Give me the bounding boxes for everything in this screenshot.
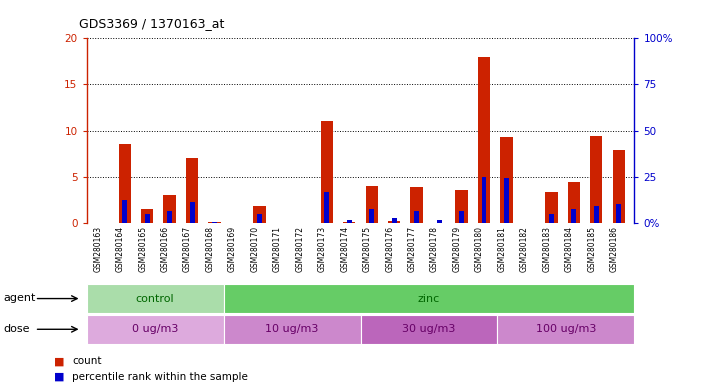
Text: GSM280175: GSM280175 <box>363 226 372 272</box>
Bar <box>186 158 198 223</box>
Bar <box>369 209 374 223</box>
Bar <box>167 211 172 223</box>
Bar <box>456 190 468 223</box>
Text: ■: ■ <box>54 356 65 366</box>
Text: GSM280183: GSM280183 <box>542 226 552 272</box>
Text: ■: ■ <box>54 372 65 382</box>
Text: GSM280172: GSM280172 <box>296 226 304 272</box>
Text: GSM280178: GSM280178 <box>430 226 439 272</box>
Bar <box>545 192 557 223</box>
Text: 0 ug/m3: 0 ug/m3 <box>132 324 178 334</box>
Bar <box>118 144 131 223</box>
Bar <box>414 211 419 223</box>
Bar <box>388 221 400 223</box>
Text: percentile rank within the sample: percentile rank within the sample <box>72 372 248 382</box>
Bar <box>459 211 464 223</box>
Bar <box>343 222 355 223</box>
Text: GDS3369 / 1370163_at: GDS3369 / 1370163_at <box>79 17 225 30</box>
Text: GSM280166: GSM280166 <box>161 226 169 272</box>
Text: GSM280185: GSM280185 <box>588 226 596 272</box>
Text: GSM280165: GSM280165 <box>138 226 147 272</box>
Bar <box>321 121 333 223</box>
Bar <box>613 150 625 223</box>
Text: zinc: zinc <box>418 293 440 304</box>
Text: GSM280182: GSM280182 <box>520 226 529 271</box>
Text: dose: dose <box>4 324 30 334</box>
Bar <box>87 284 224 313</box>
Bar <box>212 222 217 223</box>
Text: control: control <box>136 293 174 304</box>
Bar <box>87 315 224 344</box>
Bar <box>571 209 576 223</box>
Text: 30 ug/m3: 30 ug/m3 <box>402 324 456 334</box>
Bar <box>504 179 509 223</box>
Text: GSM280181: GSM280181 <box>497 226 506 271</box>
Bar <box>549 214 554 223</box>
Bar <box>478 57 490 223</box>
Text: GSM280163: GSM280163 <box>93 226 102 272</box>
Bar <box>324 192 329 223</box>
Text: GSM280168: GSM280168 <box>205 226 215 272</box>
Bar <box>567 182 580 223</box>
Bar <box>164 195 176 223</box>
Bar <box>392 218 397 223</box>
Text: GSM280167: GSM280167 <box>183 226 192 272</box>
Text: agent: agent <box>4 293 36 303</box>
Bar <box>141 209 154 223</box>
Bar <box>500 137 513 223</box>
Text: GSM280171: GSM280171 <box>273 226 282 272</box>
Text: GSM280177: GSM280177 <box>407 226 417 272</box>
Text: 100 ug/m3: 100 ug/m3 <box>536 324 596 334</box>
Bar <box>145 214 150 223</box>
Bar <box>123 200 127 223</box>
Bar <box>594 206 598 223</box>
Bar <box>257 214 262 223</box>
Text: count: count <box>72 356 102 366</box>
Text: GSM280169: GSM280169 <box>228 226 237 272</box>
Bar <box>497 315 634 344</box>
Text: GSM280170: GSM280170 <box>250 226 260 272</box>
Text: GSM280186: GSM280186 <box>610 226 619 272</box>
Bar <box>347 220 352 223</box>
Text: GSM280184: GSM280184 <box>565 226 574 272</box>
Bar <box>616 204 622 223</box>
Text: GSM280179: GSM280179 <box>453 226 461 272</box>
Bar <box>360 315 497 344</box>
Text: GSM280176: GSM280176 <box>385 226 394 272</box>
Bar <box>224 284 634 313</box>
Bar <box>253 206 265 223</box>
Bar <box>190 202 195 223</box>
Bar <box>590 136 603 223</box>
Bar <box>208 222 221 223</box>
Text: 10 ug/m3: 10 ug/m3 <box>265 324 319 334</box>
Bar <box>224 315 360 344</box>
Bar <box>366 186 378 223</box>
Text: GSM280173: GSM280173 <box>318 226 327 272</box>
Text: GSM280180: GSM280180 <box>475 226 484 272</box>
Text: GSM280174: GSM280174 <box>340 226 349 272</box>
Bar <box>437 220 441 223</box>
Bar <box>410 187 423 223</box>
Text: GSM280164: GSM280164 <box>115 226 125 272</box>
Bar <box>482 177 487 223</box>
